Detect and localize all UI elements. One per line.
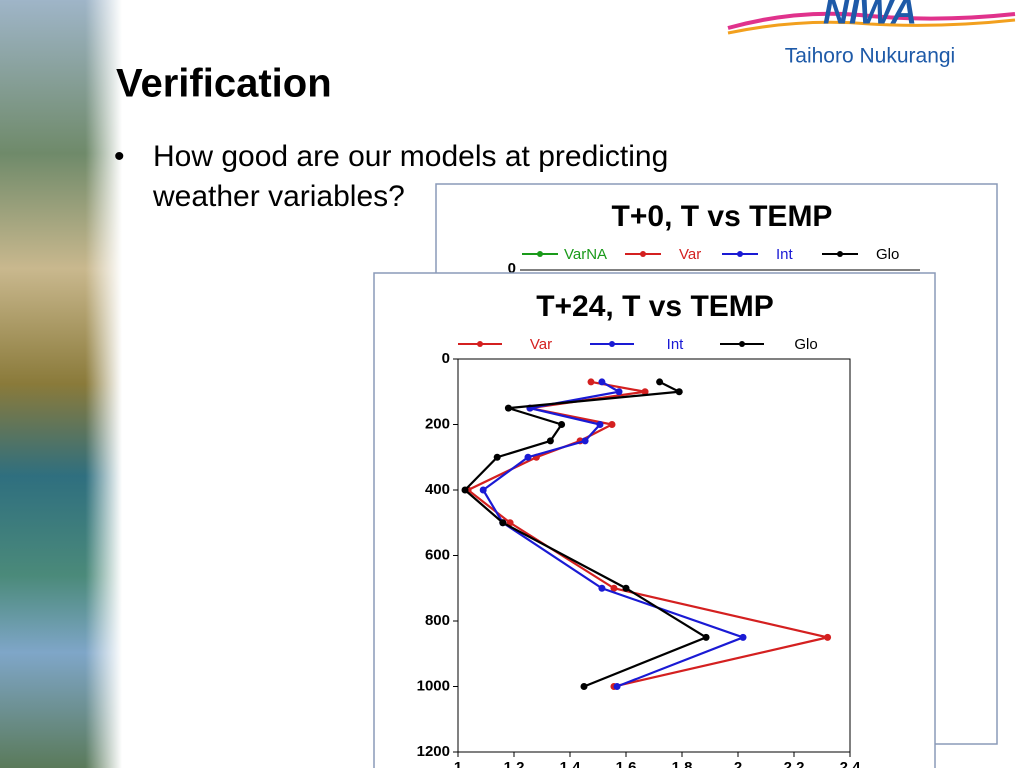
- x-tick-label: 1.4: [560, 759, 582, 768]
- chart-frame: [373, 272, 936, 768]
- data-point: [613, 683, 621, 690]
- data-point: [493, 453, 501, 461]
- data-point: [546, 437, 554, 445]
- data-point: [504, 404, 512, 412]
- data-point: [461, 486, 469, 494]
- logo: NIWA: [823, 0, 917, 32]
- data-point: [598, 378, 606, 386]
- x-tick-label: 1.2: [504, 759, 525, 768]
- photo-fade: [0, 0, 122, 768]
- data-point: [675, 388, 683, 396]
- legend-label: Int: [667, 336, 685, 353]
- logo-swoosh: [727, 11, 1016, 30]
- x-tick-label: 2.2: [784, 759, 805, 768]
- x-tick-label: 1.8: [672, 759, 693, 768]
- y-tick-label: 1000: [417, 677, 450, 694]
- y-tick-label: 200: [425, 415, 450, 432]
- data-point: [524, 453, 532, 461]
- y-tick-label: 0: [442, 350, 450, 367]
- slide-title: Verification: [116, 62, 332, 106]
- data-point: [598, 584, 606, 592]
- data-point: [499, 519, 507, 527]
- x-tick-label: 1.6: [616, 759, 637, 768]
- legend-dot: [837, 251, 843, 257]
- y-tick-label: 400: [425, 481, 450, 498]
- bullet-text: How good are our models at predicting wea…: [152, 140, 668, 213]
- legend-label: Var: [530, 336, 552, 353]
- data-point: [479, 486, 487, 494]
- logo-tagline: Taihoro Nukurangi: [785, 45, 955, 68]
- y-tick-label: 0: [508, 260, 516, 277]
- legend-label: Int: [776, 246, 794, 263]
- x-tick-label: 2: [734, 759, 742, 768]
- legend-label: Var: [679, 246, 701, 263]
- legend-label: Glo: [876, 246, 899, 263]
- x-tick-label: 2.4: [840, 759, 862, 768]
- x-tick-label: 1: [454, 759, 462, 768]
- bullet-marker: •: [114, 140, 125, 173]
- y-tick-label: 1200: [417, 743, 450, 760]
- data-point: [824, 633, 832, 641]
- data-point: [580, 683, 588, 690]
- y-tick-label: 600: [425, 546, 450, 563]
- legend-dot: [609, 341, 615, 347]
- data-point: [641, 388, 649, 396]
- legend-dot: [640, 251, 646, 257]
- data-point: [558, 421, 566, 428]
- chart-title: T+24, T vs TEMP: [536, 290, 774, 323]
- data-point: [581, 437, 589, 445]
- data-point: [656, 378, 664, 386]
- legend-dot: [737, 251, 743, 257]
- logo-swoosh: [727, 18, 1016, 35]
- data-point: [739, 633, 747, 641]
- data-point: [702, 633, 710, 641]
- y-tick-label: 800: [425, 612, 450, 629]
- legend-label: VarNA: [564, 246, 607, 263]
- data-point: [610, 584, 618, 592]
- legend-dot: [739, 341, 745, 347]
- legend-dot: [477, 341, 483, 347]
- chart-title: T+0, T vs TEMP: [612, 200, 833, 233]
- data-point: [596, 421, 604, 428]
- legend-dot: [537, 251, 543, 257]
- data-point: [587, 378, 595, 386]
- data-point: [608, 421, 616, 428]
- legend-label: Glo: [794, 336, 817, 353]
- data-point: [622, 584, 630, 592]
- data-point: [615, 388, 623, 396]
